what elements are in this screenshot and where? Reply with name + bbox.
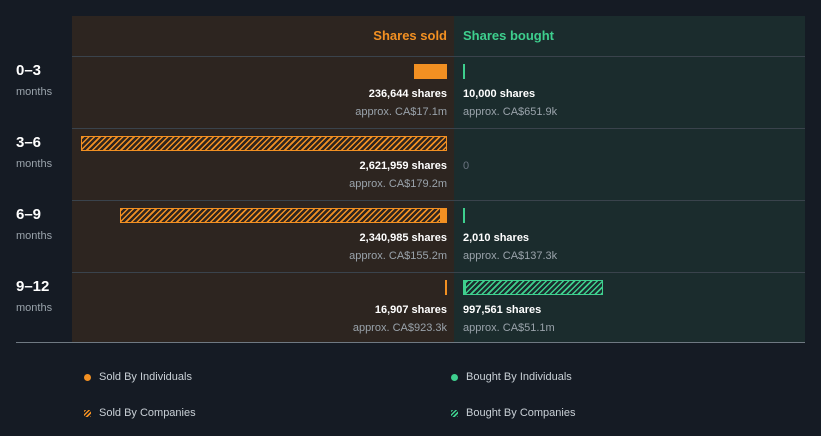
sold-value-label: approx. CA$155.2m [349,250,447,262]
sold-value-label: approx. CA$179.2m [349,178,447,190]
legend-bought-individuals: Bought By Individuals [451,371,572,383]
sold-shares-label: 16,907 shares [374,304,447,316]
legend-swatch-sold-companies [84,409,91,417]
bought-shares-label: 997,561 shares [463,304,542,316]
sold-individuals-bar [413,64,447,79]
period-label: 0–3 [16,62,42,79]
legend-label: Sold By Individuals [99,371,192,383]
sold-companies-bar [120,208,442,223]
bought-value-label: approx. CA$651.9k [463,106,558,118]
row-divider [72,272,805,273]
legend-label: Sold By Companies [99,407,196,419]
chart-baseline [16,342,805,343]
legend-sold-companies: Sold By Companies [84,407,196,419]
legend-swatch-bought-individuals [451,373,458,381]
legend-label: Bought By Companies [466,407,576,419]
period-unit-label: months [16,302,53,314]
period-unit-label: months [16,86,53,98]
period-unit-label: months [16,158,53,170]
bought-zero-label: 0 [463,160,470,172]
sold-individuals-bar [441,208,447,223]
bought-individuals-bar [463,64,465,79]
shares-sold-header: Shares sold [373,28,447,43]
legend-bought-companies: Bought By Companies [451,407,575,419]
sold-shares-label: 2,621,959 shares [359,160,447,172]
legend-sold-individuals: Sold By Individuals [84,371,192,383]
sold-value-label: approx. CA$17.1m [355,106,447,118]
row-divider [72,56,805,57]
row-divider [72,128,805,129]
sold-shares-label: 236,644 shares [368,88,447,100]
period-label: 3–6 [16,134,42,151]
row-divider [72,200,805,201]
bought-value-label: approx. CA$137.3k [463,250,558,262]
sold-value-label: approx. CA$923.3k [352,322,447,334]
shares-bought-header: Shares bought [463,28,555,43]
sold-panel [72,16,454,342]
legend-label: Bought By Individuals [466,371,572,383]
bought-companies-bar [465,280,603,295]
sold-individuals-bar [444,280,447,295]
sold-shares-label: 2,340,985 shares [359,232,447,244]
sold-companies-bar [81,136,447,151]
bought-individuals-bar [463,208,465,223]
period-unit-label: months [16,230,53,242]
bought-shares-label: 10,000 shares [463,88,536,100]
period-label: 6–9 [16,206,42,223]
period-label: 9–12 [16,278,50,295]
legend-swatch-bought-companies [451,409,458,417]
legend-swatch-sold-individuals [84,373,91,381]
bought-shares-label: 2,010 shares [463,232,530,244]
bought-individuals-bar [463,280,465,295]
bought-value-label: approx. CA$51.1m [463,322,555,334]
